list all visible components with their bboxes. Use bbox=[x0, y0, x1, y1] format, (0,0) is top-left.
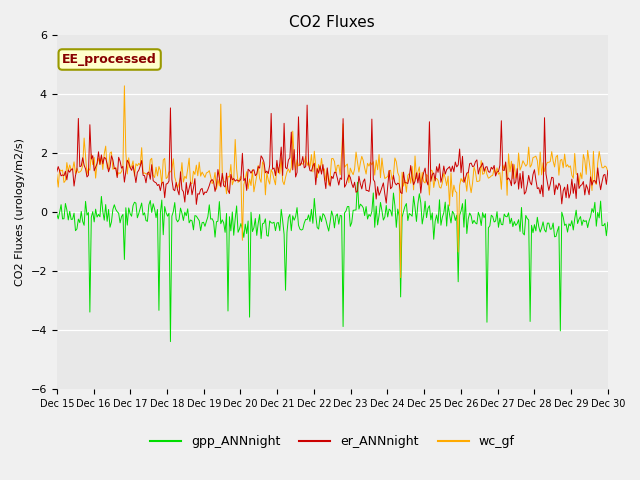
er_ANNnight bbox=[604, 168, 612, 174]
gpp_ANNnight bbox=[166, 339, 174, 345]
er_ANNnight bbox=[89, 153, 97, 158]
gpp_ANNnight bbox=[53, 211, 61, 217]
wc_gf bbox=[397, 275, 404, 280]
er_ANNnight bbox=[53, 169, 61, 175]
wc_gf bbox=[604, 168, 612, 174]
er_ANNnight bbox=[531, 167, 538, 173]
gpp_ANNnight bbox=[89, 209, 97, 215]
Title: CO2 Fluxes: CO2 Fluxes bbox=[289, 15, 375, 30]
wc_gf bbox=[338, 150, 346, 156]
wc_gf bbox=[531, 154, 538, 160]
er_ANNnight bbox=[449, 163, 456, 169]
er_ANNnight bbox=[193, 202, 200, 207]
Y-axis label: CO2 Fluxes (urology/m2/s): CO2 Fluxes (urology/m2/s) bbox=[15, 138, 25, 286]
wc_gf bbox=[120, 83, 128, 89]
gpp_ANNnight bbox=[338, 213, 346, 219]
wc_gf bbox=[53, 171, 61, 177]
er_ANNnight bbox=[303, 102, 311, 108]
wc_gf bbox=[602, 164, 610, 170]
wc_gf bbox=[89, 162, 97, 168]
Line: wc_gf: wc_gf bbox=[57, 86, 608, 277]
gpp_ANNnight bbox=[531, 222, 538, 228]
Text: EE_processed: EE_processed bbox=[62, 53, 157, 66]
gpp_ANNnight bbox=[72, 228, 79, 234]
Legend: gpp_ANNnight, er_ANNnight, wc_gf: gpp_ANNnight, er_ANNnight, wc_gf bbox=[145, 430, 520, 453]
gpp_ANNnight bbox=[449, 208, 456, 214]
gpp_ANNnight bbox=[604, 219, 612, 225]
gpp_ANNnight bbox=[354, 180, 362, 185]
er_ANNnight bbox=[339, 116, 347, 121]
Line: er_ANNnight: er_ANNnight bbox=[57, 105, 608, 204]
wc_gf bbox=[72, 171, 79, 177]
er_ANNnight bbox=[602, 181, 610, 187]
wc_gf bbox=[449, 194, 456, 200]
gpp_ANNnight bbox=[602, 233, 610, 239]
Line: gpp_ANNnight: gpp_ANNnight bbox=[57, 182, 608, 342]
er_ANNnight bbox=[72, 173, 79, 179]
